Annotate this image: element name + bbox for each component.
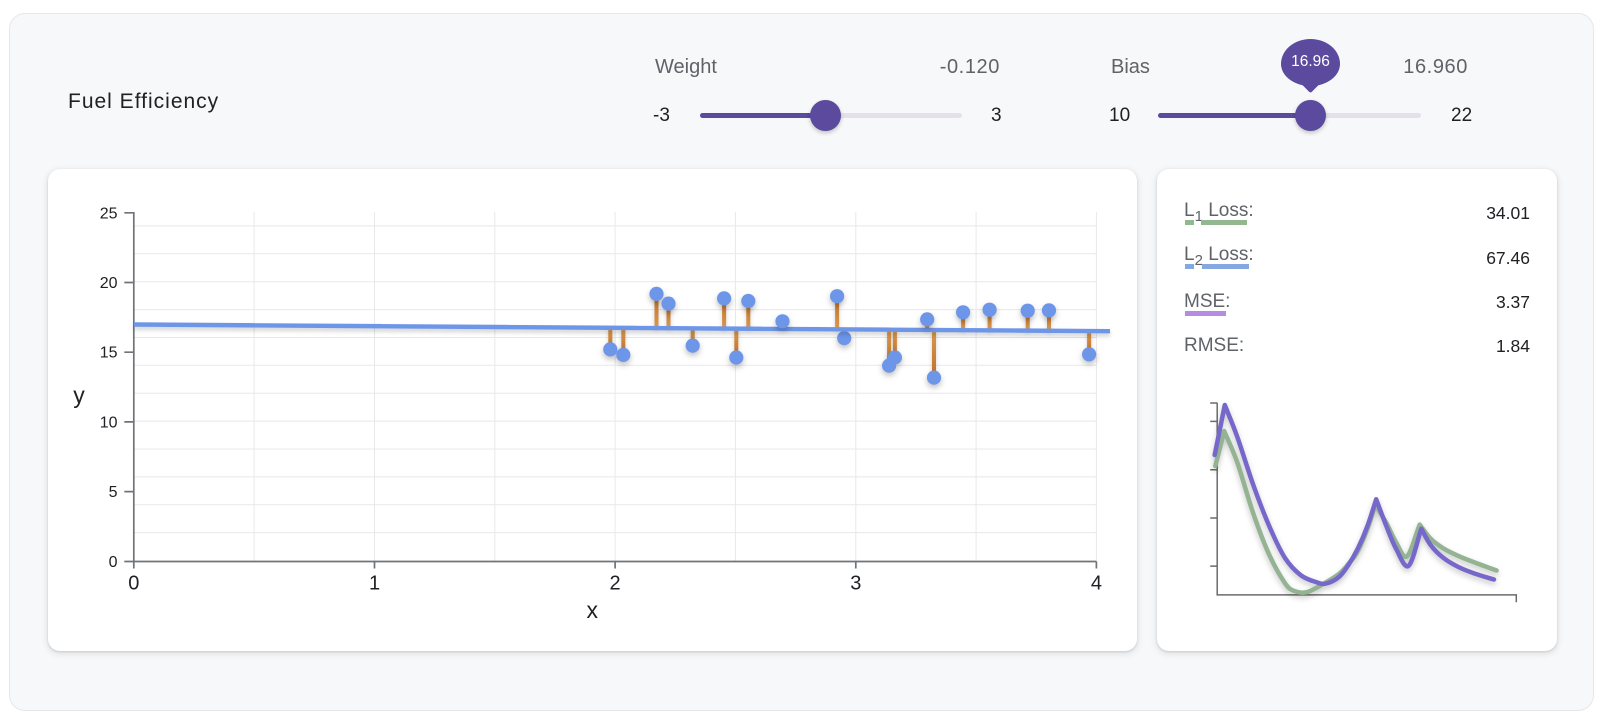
svg-text:15: 15 xyxy=(100,345,118,362)
svg-text:0: 0 xyxy=(109,554,118,571)
svg-text:20: 20 xyxy=(100,275,118,292)
svg-text:10: 10 xyxy=(100,414,118,431)
svg-text:25: 25 xyxy=(100,205,118,222)
svg-text:0: 0 xyxy=(128,573,139,595)
svg-text:2: 2 xyxy=(610,573,621,595)
svg-text:4: 4 xyxy=(1091,573,1102,595)
svg-text:x: x xyxy=(586,597,598,623)
svg-text:3: 3 xyxy=(850,573,861,595)
svg-text:y: y xyxy=(73,382,85,408)
svg-text:5: 5 xyxy=(109,484,118,501)
svg-text:1: 1 xyxy=(369,573,380,595)
